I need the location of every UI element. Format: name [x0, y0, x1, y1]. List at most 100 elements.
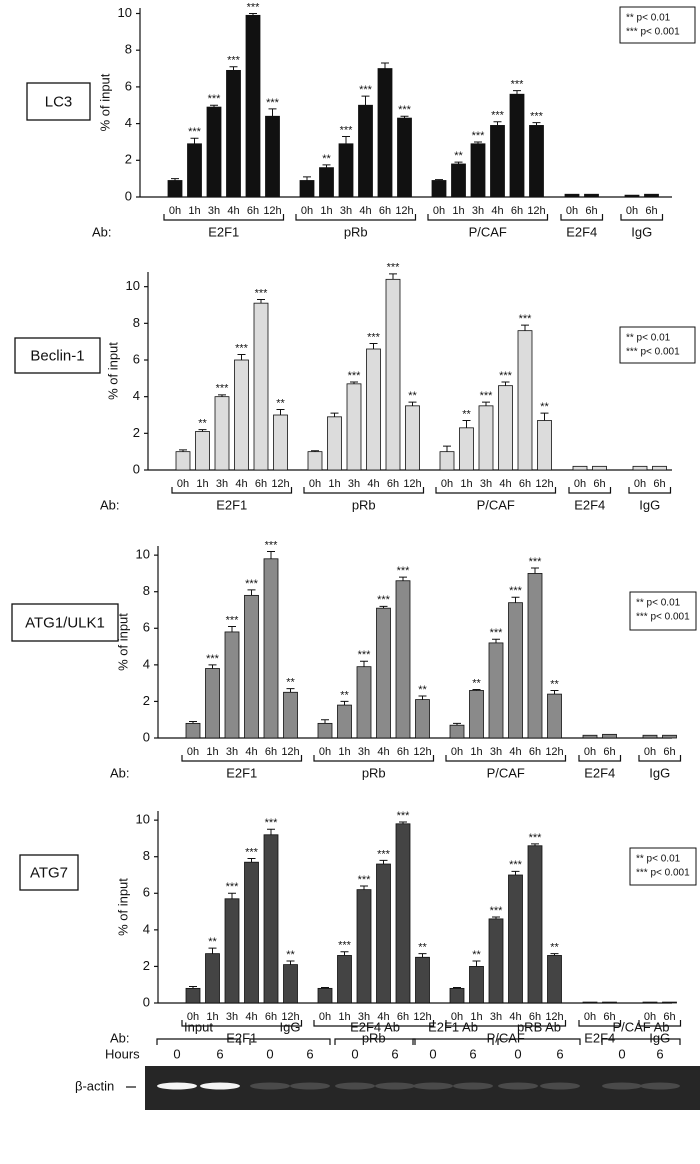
bar [498, 385, 513, 471]
error-bar [454, 161, 463, 164]
bar [319, 167, 334, 198]
ab-label: Ab: [110, 1030, 130, 1045]
error-bar [435, 179, 443, 181]
bar [490, 125, 505, 198]
y-tick-label: 10 [136, 547, 150, 562]
x-tick-label: 12h [395, 205, 413, 217]
gel-bracket [601, 1038, 681, 1045]
x-tick-label: 0h [634, 478, 646, 490]
gel-band [413, 1082, 453, 1090]
error-bar [361, 95, 370, 106]
bar [602, 1001, 617, 1004]
error-bar [247, 589, 256, 596]
x-tick-label: 1h [206, 746, 218, 758]
error-bar [521, 324, 529, 331]
x-tick-label: 0h [574, 478, 586, 490]
hour-label: 0 [173, 1046, 180, 1061]
significance: ** [322, 153, 331, 165]
x-tick-label: 6h [593, 478, 605, 490]
x-tick-label: 0h [644, 746, 656, 758]
x-tick-label: 12h [535, 478, 553, 490]
hour-label: 6 [391, 1046, 398, 1061]
significance: *** [188, 126, 202, 138]
bar [405, 405, 420, 471]
group-label: IgG [631, 224, 652, 239]
error-bar [171, 178, 179, 181]
error-bar [381, 62, 389, 69]
bar [488, 918, 504, 1004]
bar [431, 180, 447, 198]
error-bar [228, 625, 236, 632]
gel-band [375, 1082, 415, 1090]
significance: *** [216, 383, 230, 395]
gel-bracket [249, 1038, 331, 1045]
group-label: IgG [649, 1030, 670, 1045]
x-tick-label: 4h [359, 205, 371, 217]
bar [299, 180, 315, 198]
y-tick-label: 0 [125, 188, 132, 203]
significance: *** [340, 124, 354, 136]
significance: *** [509, 585, 523, 597]
x-tick-label: 12h [527, 205, 545, 217]
bar [470, 143, 486, 198]
significance: *** [358, 874, 372, 886]
bar [642, 1001, 658, 1004]
x-tick-label: 6h [663, 1011, 675, 1023]
bar [346, 383, 362, 471]
bar [244, 861, 259, 1004]
gene-box [14, 337, 101, 374]
error-bar [229, 66, 238, 71]
group-label: E2F4 [584, 1030, 615, 1045]
bar [469, 690, 484, 739]
significance: *** [499, 370, 513, 382]
error-bar [531, 567, 539, 574]
gel-group-label: Input [184, 1019, 213, 1034]
legend-box [619, 6, 696, 44]
significance: *** [377, 594, 391, 606]
error-bar [286, 960, 295, 965]
bar [273, 414, 288, 471]
y-tick-label: 10 [118, 5, 132, 20]
gel-band [157, 1082, 197, 1090]
ab-label: Ab: [92, 224, 112, 239]
x-tick-label: 6h [397, 1011, 409, 1023]
gel-row-label: β-actin [75, 1078, 114, 1093]
y-tick-label: 8 [143, 583, 150, 598]
significance: *** [472, 130, 486, 142]
gel-band [453, 1082, 493, 1090]
bar [195, 431, 210, 471]
group-bracket [568, 487, 612, 494]
bar [356, 889, 372, 1004]
bar [265, 115, 280, 198]
bar [263, 834, 279, 1004]
group-label: P/CAF [477, 497, 515, 512]
significance: *** [348, 370, 362, 382]
bar [376, 607, 391, 739]
significance: *** [206, 653, 220, 665]
significance: *** [397, 810, 411, 822]
bar [283, 691, 298, 739]
bar [488, 642, 504, 739]
error-bar [210, 104, 218, 108]
error-bar [550, 689, 559, 695]
gel-bracket [497, 1038, 581, 1045]
significance: ** [198, 418, 207, 430]
x-tick-label: 12h [545, 746, 563, 758]
error-bar [189, 721, 197, 724]
x-tick-label: 6h [519, 478, 531, 490]
x-tick-label: 0h [187, 746, 199, 758]
legend-text: ** p< 0.01 [626, 333, 671, 344]
bar [527, 573, 543, 739]
error-bar [190, 137, 199, 144]
bar [283, 964, 298, 1004]
bar [377, 68, 393, 198]
bar [547, 693, 562, 739]
error-bar [257, 299, 265, 304]
x-tick-label: 0h [566, 205, 578, 217]
bar [327, 416, 342, 471]
x-tick-label: 0h [626, 205, 638, 217]
significance: ** [540, 401, 549, 413]
x-tick-label: 12h [263, 205, 281, 217]
bar [582, 734, 598, 739]
